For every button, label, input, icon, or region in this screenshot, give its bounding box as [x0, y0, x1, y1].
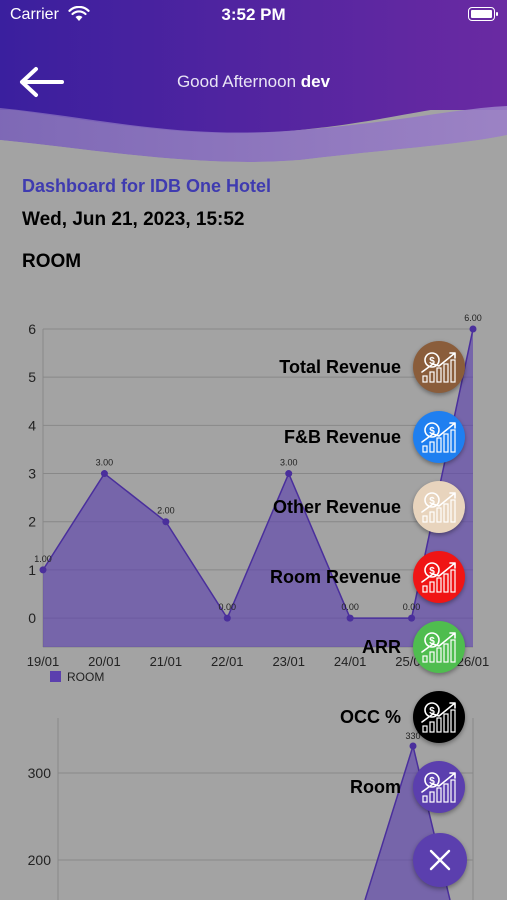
- fab-item-button[interactable]: $: [413, 341, 465, 393]
- data-point: [409, 742, 417, 750]
- series-line-room: [42, 328, 474, 620]
- fab-item-button[interactable]: $: [413, 691, 465, 743]
- greeting-prefix: Good Afternoon: [176, 72, 297, 91]
- data-point: [162, 518, 170, 526]
- fab-item-button[interactable]: $: [413, 481, 465, 533]
- fab-item-label: ARR: [362, 636, 401, 657]
- svg-text:$: $: [429, 636, 435, 647]
- x-tick-label: 24/01: [334, 654, 367, 669]
- y-tick-label: 3: [28, 466, 36, 482]
- data-point: [285, 470, 293, 478]
- revenue-chart-icon: $: [421, 352, 456, 383]
- fab-item-f-b-revenue[interactable]: F&B Revenue $: [284, 411, 465, 463]
- data-label: 2.00: [157, 506, 175, 516]
- revenue-chart-icon: $: [421, 702, 456, 733]
- svg-text:$: $: [429, 426, 435, 437]
- legend-swatch: [50, 671, 61, 682]
- data-label: 0.00: [219, 602, 237, 612]
- fab-item-room-revenue[interactable]: Room Revenue $: [270, 551, 465, 603]
- revenue-chart-icon: $: [421, 422, 456, 453]
- legend-label: ROOM: [67, 670, 104, 684]
- data-label: 3.00: [96, 458, 114, 468]
- data-label: 0.00: [403, 602, 421, 612]
- data-point: [408, 614, 416, 622]
- back-arrow-icon[interactable]: [18, 64, 66, 100]
- fab-item-button[interactable]: $: [413, 411, 465, 463]
- series-area-room: [43, 329, 473, 647]
- fab-item-arr[interactable]: ARR $: [362, 621, 465, 673]
- revenue-chart-icon: $: [421, 492, 456, 523]
- data-point: [100, 470, 108, 478]
- room-area-chart: 0 1 2 3 4 5 6 1.00 3.00 2.00 0.00 3.00 0.00 0.00 6.00 1…: [27, 313, 490, 684]
- carrier-label: Carrier: [10, 6, 59, 23]
- x-tick-label: 21/01: [150, 654, 183, 669]
- fab-item-label: Room Revenue: [269, 566, 401, 587]
- x-tick-label: 20/01: [88, 654, 121, 669]
- svg-text:$: $: [429, 356, 435, 367]
- x-tick-label: 26/01: [457, 654, 490, 669]
- header-background: [0, 0, 507, 165]
- y-tick-label: 1: [28, 562, 36, 578]
- y-tick-label: 200: [28, 852, 52, 868]
- user-name: dev: [300, 72, 331, 91]
- y-tick-label: 300: [28, 765, 52, 781]
- data-label: 3.00: [280, 458, 298, 468]
- revenue-chart-icon: $: [421, 632, 456, 663]
- revenue-chart-icon: $: [421, 772, 456, 803]
- revenue-chart-icon: $: [421, 562, 456, 593]
- fab-item-label: Room: [350, 776, 401, 797]
- fab-item-button[interactable]: $: [413, 621, 465, 673]
- x-tick-label: 19/01: [27, 654, 60, 669]
- data-label: 0.00: [341, 602, 359, 612]
- close-icon: [429, 849, 451, 871]
- fab-item-label: F&B Revenue: [283, 426, 401, 447]
- status-bar: Carrier 3:52 PM: [0, 0, 507, 30]
- clock: 3:52 PM: [221, 5, 286, 24]
- section-title: ROOM: [22, 251, 82, 272]
- x-tick-label: 23/01: [272, 654, 305, 669]
- dashboard-title: Dashboard for IDB One Hotel: [22, 176, 272, 196]
- fab-item-button[interactable]: $: [413, 551, 465, 603]
- data-point: [39, 566, 47, 574]
- x-tick-label: 22/01: [211, 654, 244, 669]
- y-tick-label: 4: [28, 417, 36, 433]
- fab-item-label: OCC %: [339, 706, 401, 727]
- svg-text:$: $: [429, 496, 435, 507]
- fab-close-button[interactable]: [413, 833, 467, 887]
- svg-text:$: $: [429, 706, 435, 717]
- y-tick-label: 6: [28, 321, 36, 337]
- battery-icon: [468, 7, 498, 21]
- fab-item-button[interactable]: $: [413, 761, 465, 813]
- data-label: 330: [405, 731, 420, 741]
- fab-item-room[interactable]: Room $: [350, 761, 465, 813]
- data-point: [346, 614, 354, 622]
- fab-item-other-revenue[interactable]: Other Revenue $: [273, 481, 465, 533]
- fab-item-total-revenue[interactable]: Total Revenue $: [279, 341, 465, 393]
- svg-text:$: $: [429, 566, 435, 577]
- data-point: [469, 325, 477, 333]
- app-header: [0, 0, 507, 165]
- fab-item-label: Total Revenue: [279, 356, 401, 377]
- data-label: 1.00: [34, 554, 52, 564]
- data-point: [223, 614, 231, 622]
- svg-text:$: $: [429, 776, 435, 787]
- y-tick-label: 5: [28, 369, 36, 385]
- wifi-icon: [68, 6, 90, 21]
- y-tick-label: 2: [28, 514, 36, 530]
- fab-item-label: Other Revenue: [272, 496, 401, 517]
- fab-item-occ[interactable]: OCC % $: [340, 691, 465, 743]
- y-tick-label: 0: [28, 610, 36, 626]
- data-label: 6.00: [464, 313, 482, 323]
- greeting: Good Afternoon dev: [0, 72, 507, 92]
- dashboard-date: Wed, Jun 21, 2023, 15:52: [22, 209, 245, 230]
